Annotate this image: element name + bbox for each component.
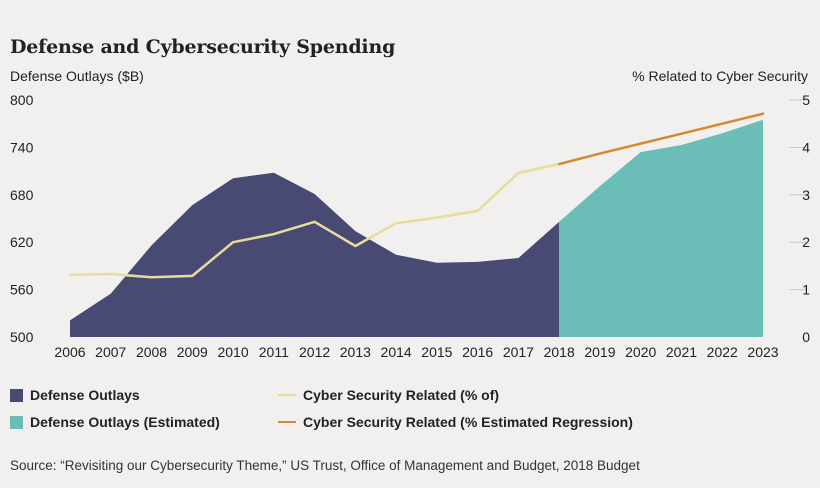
right-axis-title: % Related to Cyber Security <box>632 68 808 84</box>
x-tick-label: 2008 <box>136 344 167 360</box>
x-tick-label: 2014 <box>381 344 412 360</box>
legend-swatch-cyber-estimated <box>278 421 296 423</box>
x-tick-label: 2011 <box>259 344 289 360</box>
x-tick-label: 2016 <box>462 344 493 360</box>
x-tick-label: 2006 <box>54 344 85 360</box>
legend-item-defense: Defense Outlays <box>10 387 140 403</box>
x-tick-label: 2007 <box>95 344 126 360</box>
right-tick-label: 3 <box>802 187 810 203</box>
left-tick-label: 800 <box>10 92 34 108</box>
x-tick-label: 2013 <box>340 344 371 360</box>
right-tick-label: 5 <box>802 92 810 108</box>
chart-title: Defense and Cybersecurity Spending <box>10 36 396 58</box>
left-tick-label: 740 <box>10 139 34 155</box>
source-note: Source: “Revisiting our Cybersecurity Th… <box>10 458 640 473</box>
x-tick-label: 2023 <box>747 344 778 360</box>
legend-swatch-defense <box>10 388 23 402</box>
line-cyber-security <box>68 162 561 279</box>
legend-swatch-cyber <box>278 394 296 396</box>
x-tick-label: 2021 <box>666 344 697 360</box>
legend-item-cyber: Cyber Security Related (% of) <box>278 387 499 403</box>
x-tick-label: 2019 <box>584 344 615 360</box>
left-axis-title: Defense Outlays ($B) <box>10 68 144 84</box>
right-tick-label: 2 <box>802 234 810 250</box>
x-tick-label: 2020 <box>625 344 656 360</box>
legend-item-defense-estimated: Defense Outlays (Estimated) <box>10 414 220 430</box>
x-tick-label: 2017 <box>503 344 534 360</box>
line-cyber-security-estimated <box>557 112 765 166</box>
x-tick-label: 2015 <box>421 344 452 360</box>
area-defense-outlays <box>70 172 560 337</box>
legend-label-cyber-estimated: Cyber Security Related (% Estimated Regr… <box>303 414 633 430</box>
legend-swatch-defense-estimated <box>10 415 23 429</box>
x-tick-label: 2022 <box>707 344 738 360</box>
legend-label-cyber: Cyber Security Related (% of) <box>303 387 500 403</box>
x-tick-label: 2018 <box>544 344 575 360</box>
left-tick-label: 500 <box>10 329 34 345</box>
left-tick-label: 560 <box>10 282 34 298</box>
legend-label-defense: Defense Outlays <box>30 387 140 403</box>
right-tick-label: 0 <box>802 329 810 345</box>
legend-item-cyber-estimated: Cyber Security Related (% Estimated Regr… <box>278 414 633 430</box>
x-tick-label: 2009 <box>177 344 208 360</box>
left-tick-label: 680 <box>10 187 34 203</box>
right-tick-label: 4 <box>802 139 810 155</box>
area-defense-outlays-estimated <box>559 119 763 337</box>
x-tick-label: 2010 <box>217 344 248 360</box>
right-tick-label: 1 <box>802 282 810 298</box>
x-tick-label: 2012 <box>299 344 330 360</box>
legend-label-defense-estimated: Defense Outlays (Estimated) <box>30 414 220 430</box>
left-tick-label: 620 <box>10 234 34 250</box>
